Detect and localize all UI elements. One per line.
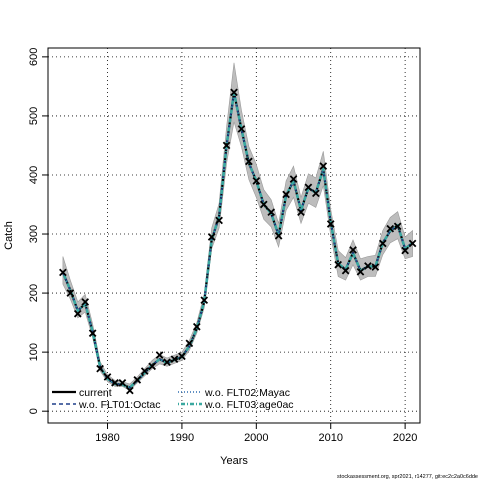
legend-label-2: w.o. FLT02:Mayac [204, 387, 290, 399]
legend-label-0: current [79, 387, 112, 399]
legend-label-1: w.o. FLT01:Octac [78, 399, 161, 411]
observed-point [297, 208, 305, 217]
observed-point [252, 177, 261, 185]
x-tick-label: 1980 [95, 432, 119, 444]
observed-point [304, 183, 313, 192]
observed-point [126, 386, 134, 395]
y-axis-label: Catch [3, 221, 15, 250]
observed-point [148, 362, 156, 371]
series-line-3 [61, 91, 414, 389]
x-tick-label: 2020 [393, 432, 417, 444]
observed-point [326, 220, 335, 228]
observed-point [140, 367, 149, 375]
observed-point [96, 364, 104, 373]
observed-point [192, 322, 201, 331]
y-tick-label: 100 [28, 343, 40, 361]
x-axis-label: Years [220, 455, 248, 467]
y-tick-label: 400 [28, 166, 40, 184]
observed-point [378, 239, 387, 248]
series-line-0 [61, 91, 414, 389]
y-axis: 0 100 200 300 400 500 600 [28, 48, 48, 414]
observed-point [73, 309, 82, 318]
observed-point [349, 246, 357, 254]
observed-point [81, 298, 90, 306]
x-tick-label: 2000 [244, 432, 268, 444]
observed-point [178, 352, 186, 361]
observed-point [207, 233, 216, 241]
plot-frame [47, 47, 421, 424]
observed-markers [59, 88, 417, 395]
observed-point [170, 355, 179, 364]
observed-point [237, 125, 246, 133]
observed-point [393, 222, 402, 231]
footnote: stockassessment.org, spr2021, r14277, gi… [337, 474, 478, 480]
observed-point [386, 224, 395, 233]
observed-point [356, 267, 365, 276]
observed-point [267, 208, 276, 217]
observed-point [66, 289, 75, 297]
observed-point [319, 162, 328, 170]
observed-point [259, 200, 268, 209]
observed-point [103, 373, 112, 381]
observed-point [408, 239, 417, 248]
legend-label-3: w.o. FLT03:age0ac [204, 399, 294, 411]
observed-point [230, 88, 238, 97]
observed-point [334, 260, 342, 269]
y-tick-label: 300 [28, 225, 40, 243]
observed-point [155, 351, 164, 359]
y-tick-label: 600 [28, 48, 40, 66]
x-tick-label: 2010 [318, 432, 342, 444]
y-tick-label: 200 [28, 284, 40, 302]
observed-point [118, 379, 127, 387]
observed-point [111, 379, 119, 387]
x-axis: 1980 1990 2000 2010 2020 [95, 423, 417, 444]
x-tick-label: 1990 [170, 432, 194, 444]
series-line-2 [62, 91, 414, 389]
observed-point [289, 175, 298, 183]
observed-point [163, 358, 171, 367]
observed-point [364, 262, 372, 270]
y-tick-label: 500 [28, 107, 40, 125]
observed-point [341, 266, 350, 275]
observed-point [282, 190, 290, 199]
observed-point [312, 189, 320, 198]
observed-point [88, 329, 97, 338]
observed-point [133, 376, 142, 384]
observed-point [222, 141, 231, 150]
observed-point [274, 231, 283, 240]
observed-point [245, 157, 253, 166]
series-line-1 [62, 91, 414, 389]
observed-point [59, 268, 67, 277]
observed-point [401, 246, 409, 255]
observed-point [215, 216, 223, 225]
observed-point [371, 263, 380, 271]
observed-point [200, 296, 209, 305]
y-tick-label: 0 [28, 408, 40, 414]
series-lines [61, 91, 414, 389]
observed-point [185, 339, 194, 348]
